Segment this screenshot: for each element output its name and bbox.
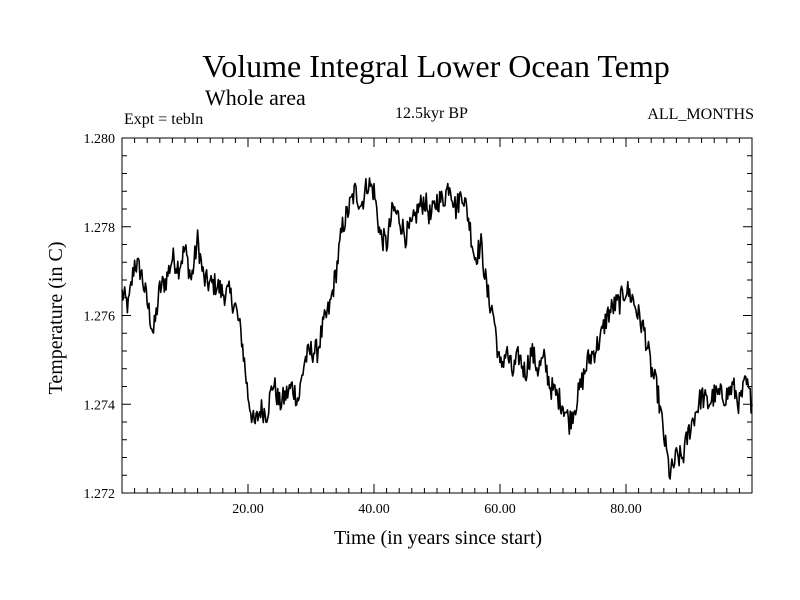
x-axis-label: Time (in years since start) bbox=[333, 527, 543, 549]
y-tick-label: 1.276 bbox=[84, 310, 116, 325]
series-line-tebln bbox=[121, 177, 753, 480]
x-tick-label: 60.00 bbox=[484, 502, 516, 517]
experiment-label: Expt = tebln bbox=[124, 111, 204, 128]
months-label: ALL_MONTHS bbox=[647, 106, 754, 123]
chart-title: Volume Integral Lower Ocean Temp bbox=[202, 48, 670, 84]
x-tick-label: 40.00 bbox=[358, 502, 390, 517]
plot-frame bbox=[121, 137, 753, 494]
chart-subtitle: Whole area bbox=[205, 85, 306, 110]
y-tick-label: 1.278 bbox=[84, 221, 116, 236]
x-tick-label: 80.00 bbox=[610, 502, 642, 517]
y-tick-label: 1.280 bbox=[84, 132, 116, 147]
x-tick-label: 20.00 bbox=[232, 502, 264, 517]
y-tick-label: 1.274 bbox=[84, 398, 116, 413]
y-tick-label: 1.272 bbox=[84, 487, 116, 502]
period-label: 12.5kyr BP bbox=[395, 105, 468, 122]
